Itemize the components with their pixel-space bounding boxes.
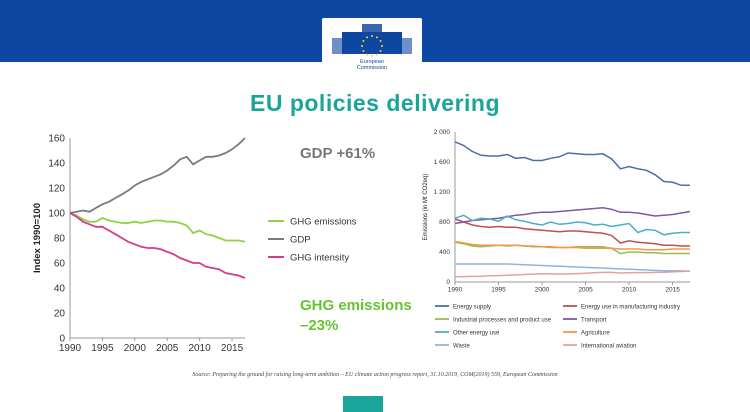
- x-tick-label: 1995: [91, 343, 114, 354]
- x-tick-label: 2005: [578, 287, 593, 294]
- y-tick-label: 20: [54, 308, 66, 319]
- x-tick-label: 1990: [448, 287, 463, 294]
- ghg-highlight-line2: –23%: [300, 317, 339, 334]
- y-tick-label: 400: [439, 249, 450, 256]
- logo-text-line1: European: [360, 59, 384, 65]
- y-tick-label: 80: [54, 233, 66, 244]
- y-tick-label: 800: [439, 219, 450, 226]
- y-tick-label: 140: [48, 158, 65, 169]
- european-commission-logo: European Commission: [322, 18, 422, 76]
- x-tick-label: 2010: [622, 287, 637, 294]
- series-line-gdp: [69, 137, 246, 214]
- series-line-energy-supply: [454, 141, 690, 187]
- bottom-accent-tab: [343, 396, 383, 412]
- y-tick-label: 60: [54, 258, 66, 269]
- legend-label: International aviation: [581, 344, 636, 350]
- legend-label: Waste: [453, 344, 470, 350]
- series-line-international-aviation: [454, 270, 691, 278]
- legend-label: Energy use in manufacturing industry: [581, 305, 680, 311]
- series-line-agriculture: [454, 240, 690, 251]
- y-tick-label: 0: [446, 279, 450, 286]
- legend-label: Transport: [581, 318, 607, 324]
- legend-label: Other energy use: [453, 331, 500, 337]
- ghg-highlight-line1: GHG emissions: [300, 297, 412, 314]
- y-axis-label: Emissions (in Mt CO2eq): [423, 174, 429, 241]
- series-line-waste: [455, 263, 691, 272]
- series-line-other-energy-use: [454, 214, 690, 236]
- y-axis-label: Index 1990=100: [32, 203, 43, 273]
- emissions-line-chart: 0 400 800 1 200 1 600 2 000 1990 1995 2000 2005 20…: [423, 129, 691, 350]
- legend-label: GHG intensity: [290, 253, 349, 264]
- y-tick-label: 160: [48, 133, 65, 144]
- x-tick-label: 2000: [124, 343, 147, 354]
- y-tick-label: 0: [59, 333, 65, 344]
- legend-label: GHG emissions: [290, 217, 357, 228]
- x-tick-label: 1990: [59, 343, 82, 354]
- x-tick-label: 1995: [491, 287, 506, 294]
- index-line-chart: 0 20 40 60 80 100 120 140 160 1990 1995 2000 2005 201…: [32, 133, 357, 354]
- y-tick-label: 1 200: [434, 189, 451, 196]
- y-tick-label: 2 000: [434, 129, 451, 136]
- x-tick-label: 2005: [156, 343, 179, 354]
- legend-label: Agriculture: [581, 331, 610, 337]
- legend-label: GDP: [290, 235, 311, 246]
- y-tick-label: 40: [54, 283, 66, 294]
- source-note: Source: Preparing the ground for raising…: [192, 372, 558, 378]
- legend-label: Energy supply: [453, 305, 491, 311]
- x-tick-label: 2000: [535, 287, 550, 294]
- ghg-highlight: GHG emissions –23%: [300, 296, 412, 336]
- logo-text-line2: Commission: [356, 65, 388, 71]
- gdp-highlight: GDP +61%: [300, 145, 376, 162]
- commission-building-icon: [332, 24, 412, 57]
- slide-title: EU policies delivering: [249, 90, 501, 116]
- series-line-energy-use-in-manufacturing-industry: [454, 218, 690, 247]
- x-tick-label: 2015: [221, 343, 244, 354]
- series-line-transport: [454, 207, 691, 225]
- x-tick-label: 2010: [189, 343, 212, 354]
- series-line-ghg-intensity: [69, 212, 246, 279]
- legend-label: Industrial processes and product use: [453, 318, 552, 324]
- y-tick-label: 100: [48, 208, 65, 219]
- x-tick-label: 2015: [665, 287, 680, 294]
- y-tick-label: 120: [48, 183, 65, 194]
- series-line-ghg-emissions: [69, 212, 246, 243]
- y-tick-label: 1 600: [434, 159, 451, 166]
